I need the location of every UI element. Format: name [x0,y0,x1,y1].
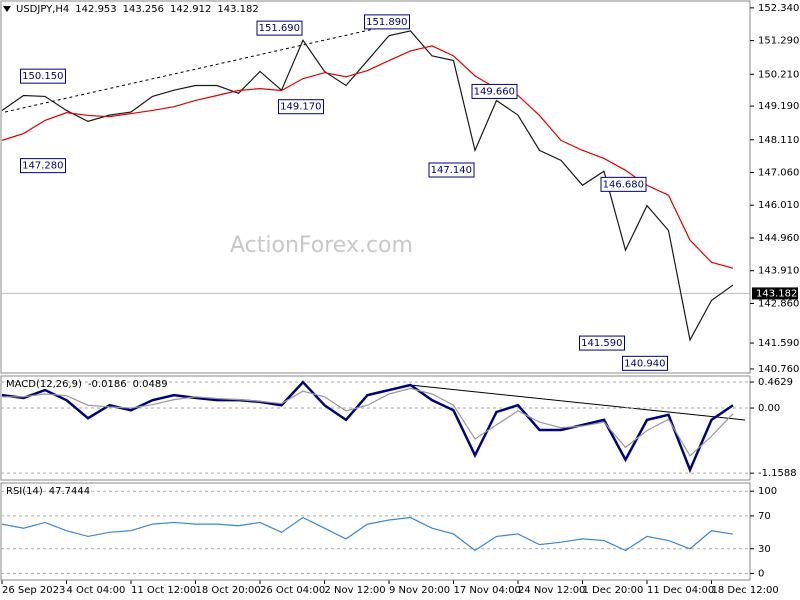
x-tick-label: 18 Dec 12:00 [712,585,779,596]
panel-frame [0,482,751,581]
y-tick-label: 146.010 [758,200,799,211]
y-tick-label: -1.1588 [758,468,797,479]
annotation-label: 149.170 [280,102,321,113]
annotation-label: 149.660 [474,86,515,97]
y-tick-label: 140.760 [758,364,799,375]
y-tick-label: 141.590 [758,338,799,349]
readout-value: -0.0186 [88,379,127,390]
readout-value: 143.256 [123,4,164,15]
annotation-label: 151.890 [366,17,407,28]
annotation-label: 147.140 [431,165,472,176]
x-tick-label: 4 Oct 04:00 [67,585,126,596]
annotation-box [428,162,475,178]
readout-value: 142.953 [75,4,116,15]
annotation-box [579,335,625,351]
y-tick-label: 148.110 [758,135,799,146]
series-line [1,45,734,269]
readout-value: 143.182 [217,4,258,15]
y-tick-label: 100 [758,486,777,497]
y-tick-label: 0 [758,568,764,579]
x-tick-label: 2 Nov 12:00 [325,585,386,596]
annotation-label: 141.590 [581,338,622,349]
annotation-box [20,68,66,84]
panel-title: MACD(12,26,9) -0.0186 0.0489 [6,379,168,390]
current-price-label: 143.182 [756,288,797,299]
y-tick-label: 152.340 [758,3,799,14]
x-tick-label: 26 Oct 04:00 [260,585,325,596]
x-tick-label: 11 Dec 04:00 [647,585,714,596]
y-tick-label: 143.910 [758,266,799,277]
annotation-box [20,158,66,174]
y-tick-label: 142.860 [758,298,799,309]
y-tick-label: 150.210 [758,69,799,80]
annotation-label: 150.150 [22,71,63,82]
panel-frame [0,375,751,481]
annotation-box [278,99,324,115]
y-tick-label: 144.960 [758,233,799,244]
title-text: USDJPY,H4 [16,4,69,15]
annotation-label: 140.940 [624,358,665,369]
x-tick-label: 9 Nov 20:00 [389,585,450,596]
macd-trend-line [409,384,746,421]
annotation-box [256,20,303,36]
readout-value: 0.0489 [133,379,168,390]
readout-value: 142.912 [170,4,211,15]
watermark: ActionForex.com [230,233,413,258]
x-tick-label: 26 Sep 2023 [2,585,65,596]
x-tick-label: 18 Oct 20:00 [196,585,261,596]
y-tick-label: 70 [758,511,771,522]
panel-title: RSI(14) 47.7444 [6,486,90,497]
annotation-box [622,355,668,371]
series-line [1,516,734,552]
collapse-icon [3,6,11,12]
y-tick-label: 0.4629 [758,377,793,388]
annotation-box [600,176,647,192]
title-text: MACD(12,26,9) [6,379,82,390]
series-line [1,380,734,474]
annotation-label: 146.680 [603,179,644,190]
panel-title: USDJPY,H4 142.953 143.256 142.912 143.182 [16,4,259,15]
title-text: RSI(14) [6,486,43,497]
x-tick-label: 24 Nov 12:00 [518,585,585,596]
annotation-label: 151.690 [259,23,300,34]
annotation-label: 147.280 [22,161,63,172]
y-tick-label: 147.060 [758,168,799,179]
trend-line [4,21,406,113]
x-tick-label: 1 Dec 20:00 [583,585,644,596]
x-tick-label: 17 Nov 04:00 [454,585,521,596]
series-line [2,387,734,457]
panel-frame [0,0,751,374]
annotation-box [364,14,410,30]
y-tick-label: 149.190 [758,101,799,112]
x-tick-label: 11 Oct 12:00 [131,585,196,596]
current-price-box [752,287,798,300]
series-line [1,30,734,342]
y-tick-label: 151.290 [758,36,799,47]
readout-value: 47.7444 [49,486,90,497]
y-tick-label: 30 [758,544,771,555]
y-tick-label: 0.00 [758,403,780,414]
annotation-box [471,83,518,99]
